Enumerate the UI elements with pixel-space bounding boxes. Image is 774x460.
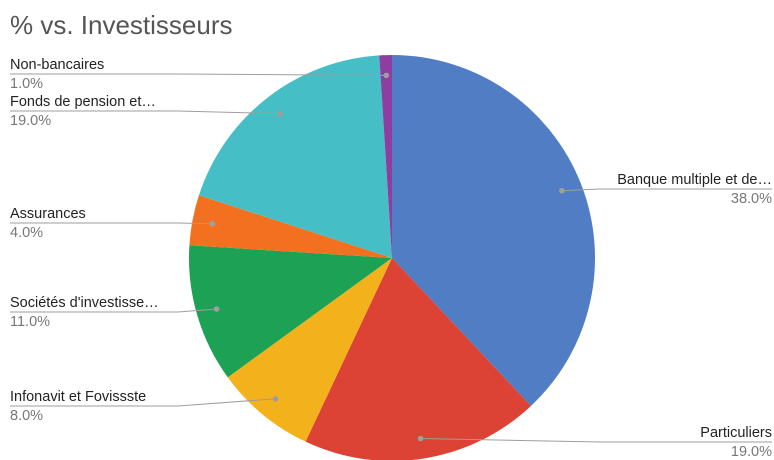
pie-slice-assurances[interactable] — [189, 195, 392, 258]
slice-percent-assurances: 4.0% — [10, 225, 43, 241]
leader-line-particuliers — [420, 438, 772, 443]
leader-line-assurances — [10, 222, 213, 225]
slice-label-particuliers: Particuliers — [700, 425, 772, 441]
leader-line-societes-d-investisse — [10, 308, 217, 313]
slice-label-infonavit-et-fovissste: Infonavit et Fovissste — [10, 389, 146, 405]
slice-label-banque-multiple-et-de: Banque multiple et de… — [617, 172, 772, 188]
slice-label-fonds-de-pension-et: Fonds de pension et… — [10, 94, 156, 110]
leader-dot-non-bancaires — [383, 72, 390, 79]
pie-slice-non-bancaires[interactable] — [379, 55, 392, 258]
slice-label-non-bancaires: Non-bancaires — [10, 57, 104, 73]
leader-dot-infonavit-et-fovissste — [272, 396, 279, 402]
slice-labels: Banque multiple et de… 38.0% Particuliers 1… — [10, 57, 772, 460]
slice-percent-non-bancaires: 1.0% — [10, 76, 43, 92]
leader-dot-fonds-de-pension-et — [277, 110, 283, 117]
leader-line-non-bancaires — [10, 73, 387, 76]
slice-percent-infonavit-et-fovissste: 8.0% — [10, 408, 43, 424]
leader-dot-particuliers — [417, 435, 424, 442]
pie-slice-particuliers[interactable] — [305, 258, 531, 460]
leader-dot-societes-d-investisse — [213, 306, 220, 312]
chart-title: % vs. Investisseurs — [10, 10, 233, 40]
leader-dot-banque-multiple-et-de — [559, 187, 565, 194]
slice-label-societes-d-investisse: Sociétés d'investisse… — [10, 295, 159, 311]
slice-percent-fonds-de-pension-et: 19.0% — [10, 113, 51, 129]
slice-percent-banque-multiple-et-de: 38.0% — [731, 191, 772, 207]
leader-line-infonavit-et-fovissste — [10, 398, 276, 407]
slice-label-assurances: Assurances — [10, 206, 86, 222]
pie-slice-fonds-de-pension-et[interactable] — [198, 55, 392, 259]
pie-slices — [188, 55, 595, 460]
leader-dot-assurances — [209, 221, 216, 227]
pie-slice-infonavit-et-fovissste[interactable] — [227, 258, 392, 442]
pie-slice-societes-d-investisse[interactable] — [188, 245, 392, 378]
slice-percent-particuliers: 19.0% — [731, 444, 772, 460]
slice-percent-societes-d-investisse: 11.0% — [10, 314, 50, 330]
leader-line-fonds-de-pension-et — [10, 110, 281, 115]
leader-line-banque-multiple-et-de — [561, 188, 772, 192]
pie-slice-banque-multiple-et-de[interactable] — [392, 55, 595, 406]
